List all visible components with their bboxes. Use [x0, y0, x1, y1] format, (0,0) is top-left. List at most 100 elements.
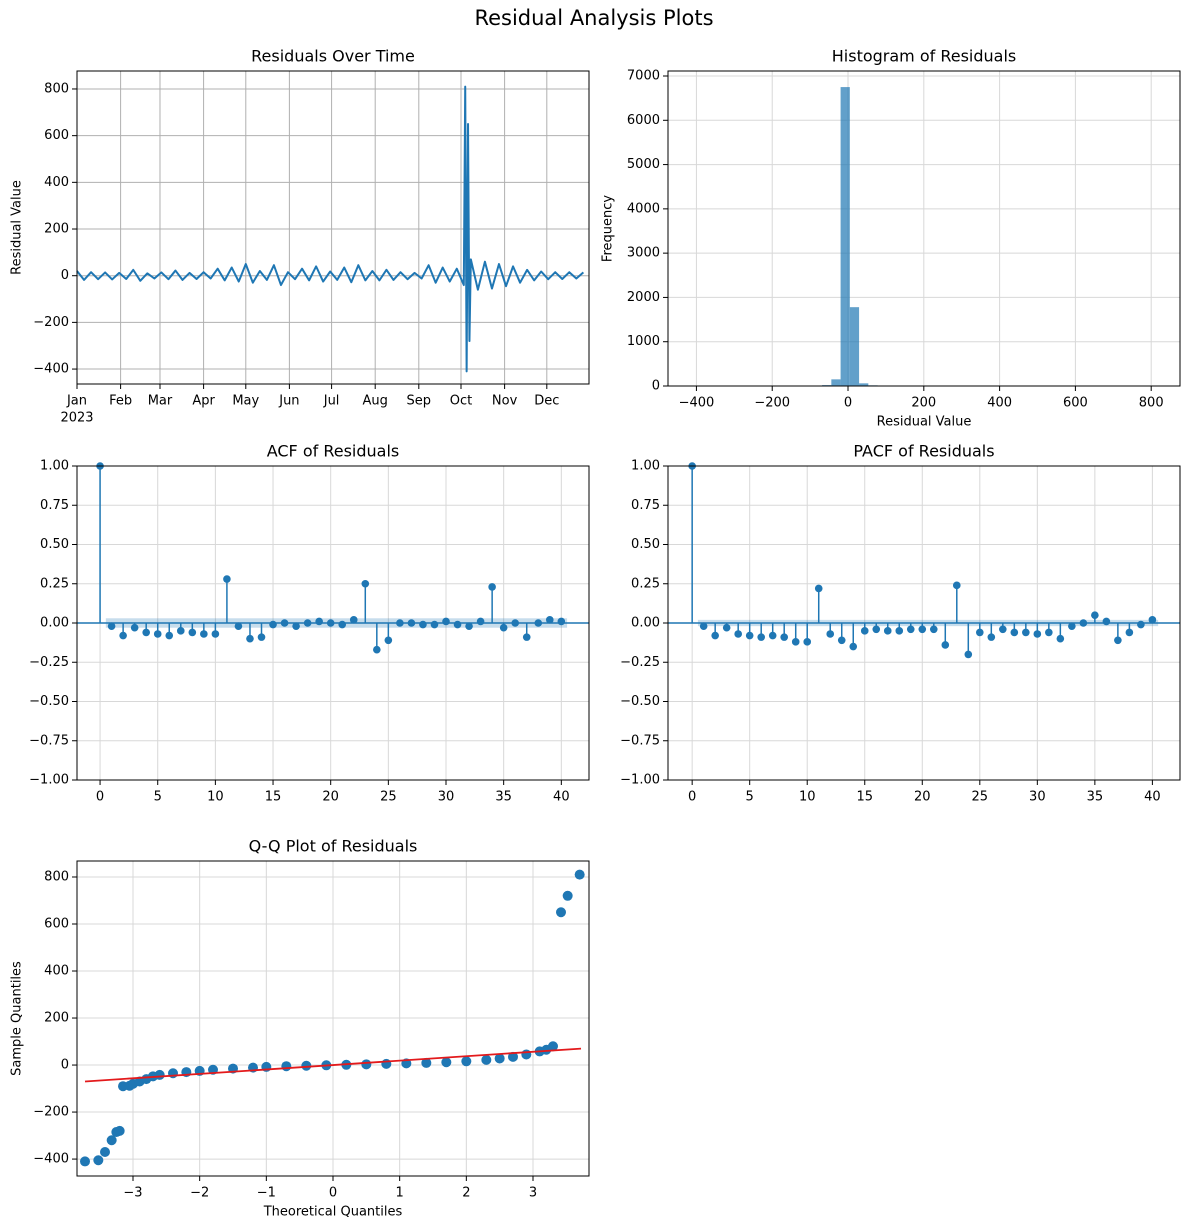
- y-tick-label: 1.00: [40, 459, 69, 474]
- stem-marker: [791, 638, 800, 646]
- stem-marker: [407, 619, 416, 627]
- stem-marker: [188, 628, 197, 637]
- x-tick-label: 35: [495, 790, 512, 805]
- stem-marker: [280, 619, 289, 627]
- y-tick-label: 2000: [627, 290, 660, 305]
- stem-marker: [430, 620, 439, 629]
- y-tick-label: 0.25: [40, 576, 69, 591]
- y-tick-label: 800: [44, 81, 69, 96]
- stem-marker: [419, 620, 427, 629]
- y-tick-label: −0.75: [29, 733, 69, 748]
- stem-marker: [883, 627, 892, 635]
- x-tick-label: Feb: [109, 394, 132, 409]
- x-tick-label: 600: [1063, 396, 1088, 411]
- stem-marker: [211, 630, 220, 638]
- x-tick-label: 3: [529, 1186, 537, 1201]
- stem-marker: [1033, 630, 1042, 638]
- stem-marker: [557, 617, 566, 626]
- stem-marker: [929, 625, 938, 634]
- qq-point: [461, 1056, 472, 1067]
- stem-marker: [176, 627, 185, 635]
- x-tick-label: Nov: [492, 394, 518, 409]
- stem-marker: [200, 630, 208, 638]
- stem-marker: [373, 645, 381, 654]
- stem-marker: [987, 633, 996, 641]
- x-tick-label: 10: [799, 790, 816, 805]
- y-tick-label: 600: [44, 128, 69, 143]
- x-tick-label: 1: [396, 1186, 404, 1201]
- x-tick-label: 40: [1144, 790, 1161, 805]
- stem-marker: [338, 620, 347, 629]
- panel-title: PACF of Residuals: [853, 442, 994, 461]
- qq-point: [361, 1059, 372, 1070]
- x-tick-label: −2: [190, 1186, 209, 1201]
- x-axis-label: Residual Value: [877, 415, 972, 430]
- y-tick-label: 0.50: [40, 537, 69, 552]
- y-tick-label: −0.50: [620, 694, 660, 709]
- y-tick-label: −200: [33, 1105, 69, 1120]
- histogram-bar: [859, 383, 869, 386]
- y-tick-label: 400: [44, 175, 69, 190]
- x-axis-label: Theoretical Quantiles: [263, 1205, 403, 1220]
- y-tick-label: −400: [33, 362, 69, 377]
- stem-marker: [952, 581, 961, 590]
- stem-marker: [768, 631, 777, 640]
- axes-frame: [667, 70, 1181, 387]
- y-tick-label: 1000: [627, 334, 660, 349]
- stem-marker: [918, 625, 927, 634]
- x-tick-label: 2: [462, 1186, 470, 1201]
- qq-point: [441, 1057, 452, 1068]
- stem-marker: [142, 628, 150, 637]
- stem-marker: [1010, 628, 1019, 637]
- qq-point: [106, 1135, 117, 1146]
- x-tick-label: 20: [322, 790, 339, 805]
- stem-marker: [1114, 636, 1122, 645]
- stem-marker: [522, 633, 531, 641]
- stem-marker: [941, 641, 950, 649]
- y-tick-label: 400: [44, 964, 69, 979]
- x-tick-label: 0: [329, 1186, 337, 1201]
- y-axis-label: Residual Value: [10, 180, 25, 275]
- stem-marker: [1056, 634, 1065, 643]
- stem-marker: [488, 583, 496, 591]
- x-tick-label: 15: [265, 790, 282, 805]
- stem-marker: [872, 625, 881, 634]
- x-tick-label: Mar: [148, 394, 173, 409]
- y-axis-label: Sample Quantiles: [10, 961, 25, 1076]
- stem-marker: [223, 575, 231, 583]
- y-tick-label: 5000: [627, 157, 660, 172]
- qq-point: [281, 1061, 292, 1072]
- x-tick-label: May: [232, 394, 259, 409]
- y-tick-label: 0: [61, 1058, 69, 1073]
- fit-line: [84, 1047, 582, 1083]
- stem-marker: [699, 622, 708, 630]
- stem-marker: [895, 627, 904, 635]
- x-tick-label: 5: [746, 790, 754, 805]
- qq-point: [494, 1053, 505, 1064]
- stem-marker: [1079, 619, 1088, 627]
- stem-marker: [722, 623, 731, 632]
- panel-title: Residuals Over Time: [251, 47, 415, 66]
- x-tick-label: Apr: [192, 394, 215, 409]
- stem-marker: [964, 650, 973, 659]
- stem-marker: [119, 631, 127, 640]
- x-tick-label: 10: [207, 790, 224, 805]
- stem-marker: [315, 617, 323, 626]
- histogram-bar: [840, 87, 850, 386]
- qq-point: [562, 890, 573, 901]
- stem-marker: [860, 627, 869, 635]
- x-tick-label: 35: [1087, 790, 1104, 805]
- stem-marker: [511, 619, 519, 627]
- qq-point: [508, 1051, 518, 1062]
- stem-marker: [465, 622, 473, 630]
- y-tick-label: −400: [33, 1152, 69, 1167]
- stem-marker: [906, 625, 915, 634]
- y-tick-label: −1.00: [620, 773, 660, 788]
- x-tick-label: 800: [1139, 396, 1164, 411]
- axes-frame: [76, 465, 590, 781]
- qq-point: [421, 1057, 432, 1068]
- histogram-bar: [831, 379, 841, 386]
- stem-marker: [269, 620, 277, 629]
